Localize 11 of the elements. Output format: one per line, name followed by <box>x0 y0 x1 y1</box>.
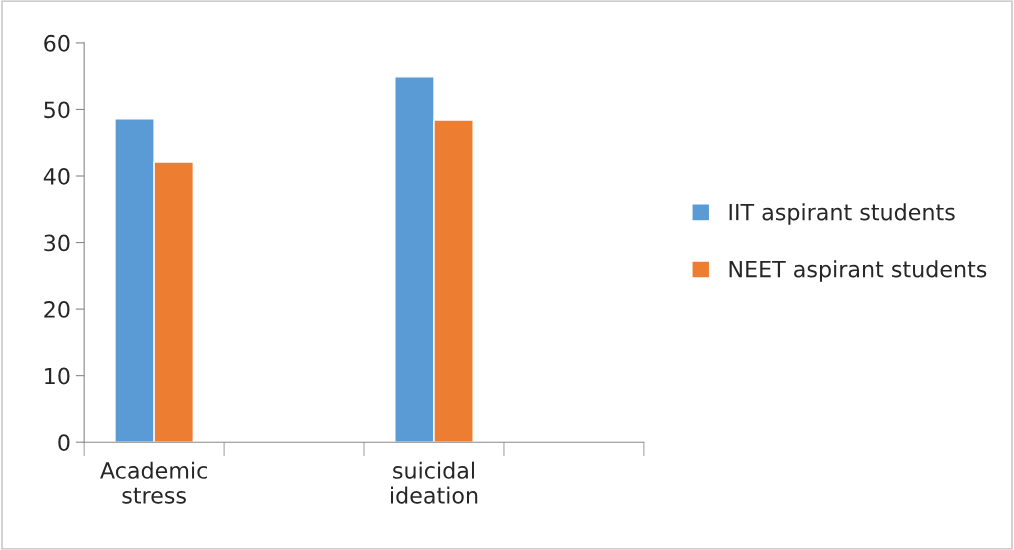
y-tick-label: 40 <box>43 167 70 185</box>
legend-label: IIT aspirant students <box>729 203 955 225</box>
y-tick-label: 20 <box>44 301 70 318</box>
y-tick-label: 30 <box>44 234 70 252</box>
y-tick-label: 10 <box>45 367 70 385</box>
x-tick-label: Academic stress <box>100 461 207 504</box>
y-tick-label: 50 <box>44 101 70 119</box>
y-tick-label: 60 <box>44 34 70 52</box>
legend-label: NEET aspirant students <box>729 260 987 282</box>
y-tick-label: 0 <box>58 434 70 451</box>
x-tick-label: suicidal ideation <box>391 461 478 504</box>
